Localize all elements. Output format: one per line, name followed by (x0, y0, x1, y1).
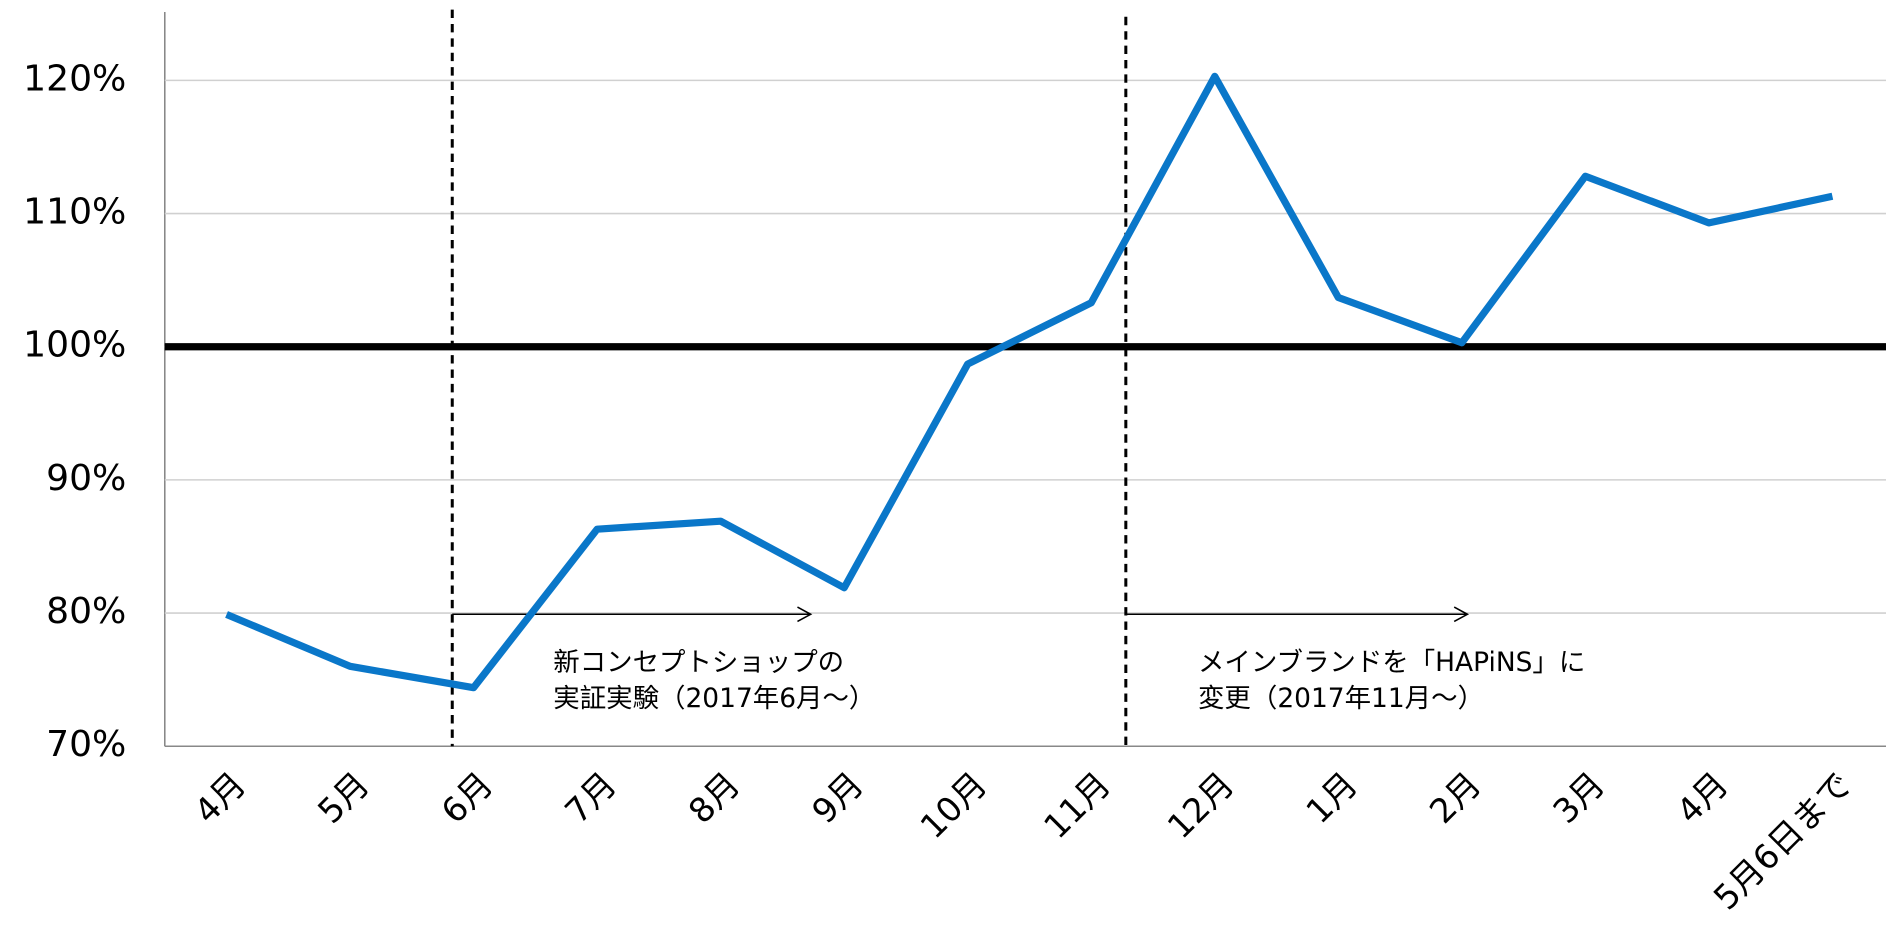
x-tick-label: 8月 (681, 765, 748, 831)
y-tick-label: 80% (46, 591, 126, 632)
x-tick-label: 11月 (1036, 765, 1118, 847)
x-tick-label: 4月 (187, 765, 254, 831)
y-tick-label: 90% (46, 458, 126, 499)
x-tick-label: 6月 (434, 765, 501, 831)
x-tick-label: 2月 (1422, 765, 1489, 831)
x-tick-label: 5月 (310, 765, 377, 831)
x-tick-label: 4月 (1669, 765, 1736, 831)
annotation: 変更（2017年11月～） (1198, 683, 1484, 714)
y-tick-label: 70% (46, 724, 126, 765)
annotation: 実証実験（2017年6月～） (553, 683, 875, 714)
annotation: メインブランドを「HAPiNS」に (1198, 647, 1585, 678)
y-tick-label: 100% (23, 325, 126, 366)
series-line (225, 72, 1834, 692)
x-tick-label: 10月 (913, 765, 995, 847)
y-tick-label: 120% (23, 58, 126, 99)
x-tick-label: 7月 (557, 765, 624, 831)
x-tick-label: 1月 (1299, 765, 1366, 831)
x-tick-label: 9月 (804, 765, 871, 831)
annotation: 新コンセプトショップの (553, 647, 844, 678)
y-tick-label: 110% (23, 192, 126, 233)
x-tick-label: 3月 (1546, 765, 1613, 831)
x-tick-label: 12月 (1160, 765, 1242, 847)
